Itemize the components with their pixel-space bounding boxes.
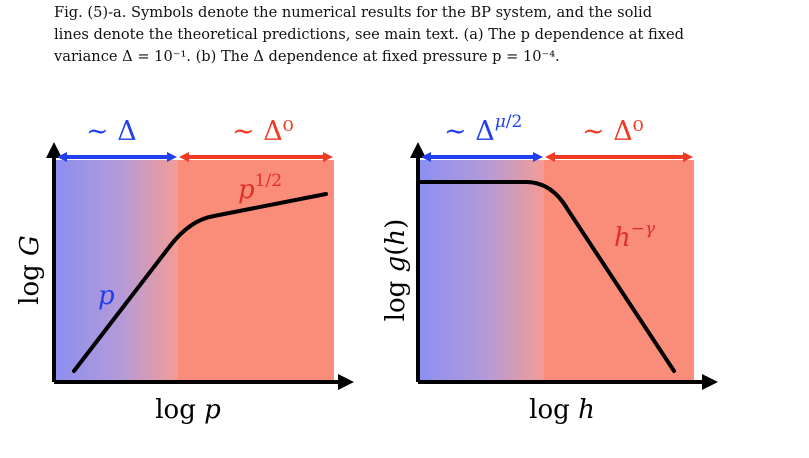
right-top-right-label: ∼ Δ⁰ bbox=[582, 116, 644, 147]
left-panel: ∼ Δ ∼ Δ⁰ p1/2 p log G log p bbox=[15, 116, 354, 425]
right-xlabel: log h bbox=[529, 395, 595, 425]
left-ylabel: log G bbox=[15, 235, 45, 305]
left-top-left-label: ∼ Δ bbox=[86, 116, 137, 147]
left-x-axis-arrowhead bbox=[338, 374, 354, 390]
caption-line-3: variance Δ = 10⁻¹. (b) The Δ dependence … bbox=[54, 48, 560, 65]
right-red-region bbox=[544, 160, 694, 382]
left-xlabel: log p bbox=[155, 395, 221, 425]
right-x-axis-arrowhead bbox=[702, 374, 718, 390]
left-curve bbox=[72, 192, 328, 373]
left-top-right-label: ∼ Δ⁰ bbox=[232, 116, 294, 147]
right-curve bbox=[418, 180, 676, 373]
left-blue-region bbox=[54, 160, 178, 382]
caption-line-1: Fig. (5)-a. Symbols denote the numerical… bbox=[54, 4, 653, 21]
left-curve-label-low: p bbox=[98, 281, 115, 311]
left-y-axis-arrowhead bbox=[46, 142, 62, 158]
right-y-axis-arrowhead bbox=[410, 142, 426, 158]
right-ylabel: log g(h) bbox=[381, 219, 411, 322]
right-panel: ∼ Δμ/2 ∼ Δ⁰ h−γ log g(h) log h bbox=[381, 112, 718, 425]
right-blue-region bbox=[418, 160, 544, 382]
right-top-left-label: ∼ Δμ/2 bbox=[444, 112, 522, 147]
figure-caption: Fig. (5)-a. Symbols denote the numerical… bbox=[54, 2, 804, 68]
left-red-region bbox=[178, 160, 334, 382]
caption-line-2: lines denote the theoretical predictions… bbox=[54, 26, 684, 43]
